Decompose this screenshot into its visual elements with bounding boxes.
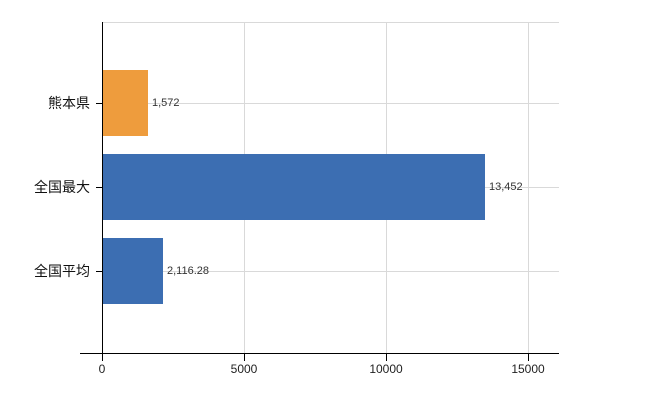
bar-value-label: 2,116.28 xyxy=(167,265,210,277)
bar xyxy=(103,154,485,220)
y-axis-tick xyxy=(96,187,102,188)
x-axis-tick-label: 0 xyxy=(98,362,106,376)
x-axis-tick-label: 10000 xyxy=(369,362,403,376)
bar xyxy=(103,238,163,304)
y-axis-tick xyxy=(96,103,102,104)
x-axis-tick xyxy=(528,354,529,361)
plot-area: 1,572 13,452 2,116.28 xyxy=(102,22,559,353)
y-axis-tick xyxy=(96,271,102,272)
bar-value-label: 13,452 xyxy=(489,181,523,193)
x-axis-tick xyxy=(102,354,103,361)
category-label: 全国最大 xyxy=(34,179,90,195)
x-axis-tick xyxy=(386,354,387,361)
x-axis-tick-label: 15000 xyxy=(511,362,545,376)
category-label: 熊本県 xyxy=(48,95,90,111)
bar-value-label: 1,572 xyxy=(152,97,180,109)
x-axis-tick xyxy=(244,354,245,361)
horizontal-gridline xyxy=(102,271,559,272)
category-label: 全国平均 xyxy=(34,263,90,279)
plot-top-border xyxy=(102,22,559,23)
x-axis-line xyxy=(80,353,559,354)
bar xyxy=(103,70,148,136)
horizontal-gridline xyxy=(102,103,559,104)
x-axis-tick-label: 5000 xyxy=(230,362,258,376)
y-axis-line xyxy=(102,22,103,353)
